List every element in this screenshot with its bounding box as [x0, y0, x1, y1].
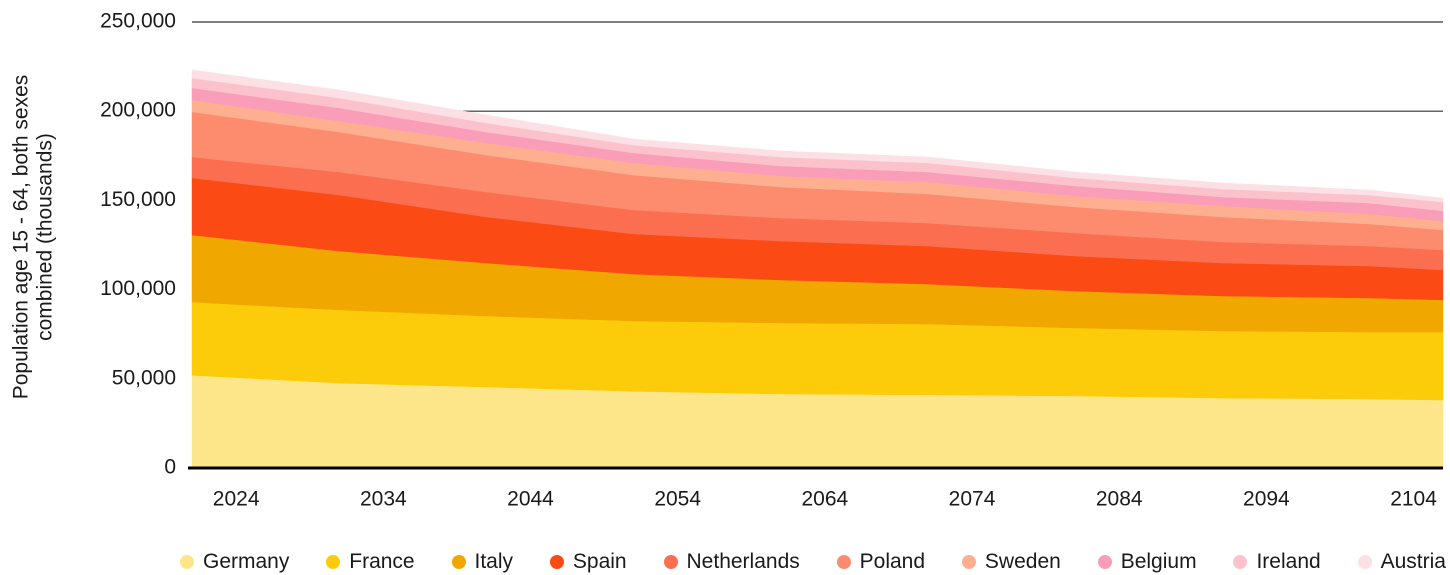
y-tick-label: 150,000 — [100, 188, 176, 211]
legend-item: Austria — [1357, 550, 1446, 574]
legend-label: Sweden — [984, 550, 1061, 573]
x-tick-label: 2044 — [507, 488, 554, 511]
chart: 0 50,000 100,000 150,000 200,000 250,000 2024 2… — [10, 10, 1444, 511]
legend-label: Germany — [203, 550, 290, 573]
legend-label: Belgium — [1120, 550, 1197, 573]
legend-item: France — [326, 550, 415, 574]
x-tick-label: 2084 — [1096, 488, 1143, 511]
y-tick-label: 0 — [164, 456, 176, 479]
legend-swatch — [549, 555, 564, 569]
legend-item: Germany — [180, 550, 289, 574]
legend-swatch — [836, 555, 851, 569]
x-tick-label: 2064 — [801, 488, 848, 511]
legend-item: Belgium — [1097, 550, 1197, 574]
y-tick-label: 100,000 — [100, 277, 176, 300]
legend-swatch — [1233, 555, 1248, 569]
y-tick-label: 250,000 — [100, 10, 176, 33]
x-tick-label: 2034 — [360, 488, 407, 511]
legend-label: France — [349, 550, 415, 573]
x-tick-label: 2094 — [1243, 488, 1290, 511]
legend-label: Austria — [1380, 550, 1446, 573]
x-tick-label: 2024 — [213, 488, 260, 511]
y-tick-label: 50,000 — [112, 366, 176, 389]
legend-item: Netherlands — [663, 550, 800, 574]
legend-swatch — [1357, 555, 1372, 569]
legend-item: Spain — [549, 550, 627, 574]
legend-item: Poland — [836, 550, 926, 574]
legend-swatch — [663, 555, 678, 569]
legend-item: Ireland — [1233, 550, 1321, 574]
x-tick-label: 2054 — [654, 488, 701, 511]
legend-swatch — [451, 555, 466, 569]
legend-swatch — [1097, 555, 1112, 569]
legend-label: Netherlands — [686, 550, 800, 573]
legend-item: Italy — [451, 550, 514, 574]
x-tick-label: 2074 — [949, 488, 996, 511]
y-axis-title: Population age 15 - 64, both sexes — [10, 75, 33, 400]
legend-label: Poland — [859, 550, 926, 573]
legend-label: Spain — [572, 550, 627, 573]
legend-label: Italy — [474, 550, 514, 573]
legend-swatch — [961, 555, 976, 569]
y-axis-title: combined (thousands) — [34, 133, 57, 341]
legend: Germany France Italy Spain Netherlands Poland… — [180, 548, 1446, 575]
legend-swatch — [326, 555, 341, 569]
legend-label: Ireland — [1256, 550, 1321, 573]
legend-swatch — [180, 555, 194, 569]
y-tick-label: 200,000 — [100, 99, 176, 122]
x-tick-label: 2104 — [1390, 488, 1437, 511]
legend-item: Sweden — [961, 550, 1061, 574]
area — [191, 69, 1444, 203]
